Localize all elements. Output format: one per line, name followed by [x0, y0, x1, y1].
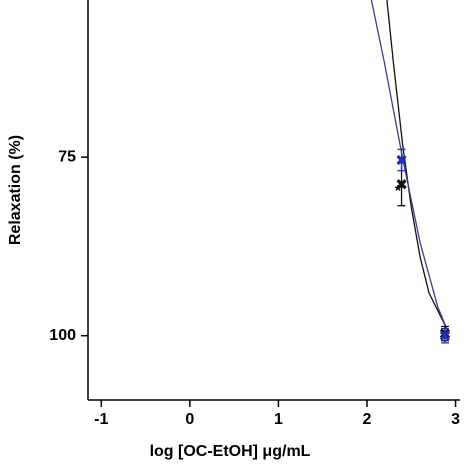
y-tick-label: 100 — [49, 327, 76, 344]
point — [439, 330, 451, 341]
x-axis-label: log [OC-EtOH] μg/mL — [150, 443, 311, 460]
fit-curve — [386, 0, 448, 329]
x-tick-label: 0 — [185, 411, 194, 428]
x-tick-label: -1 — [94, 411, 108, 428]
point — [396, 154, 407, 166]
y-axis-label: Relaxation (%) — [7, 135, 24, 245]
fit-curve — [370, 0, 448, 329]
annotation: * — [395, 183, 402, 200]
point — [396, 179, 407, 190]
y-tick-label: 75 — [58, 148, 76, 165]
x-tick-label: 1 — [274, 411, 283, 428]
x-tick-label: 3 — [451, 411, 460, 428]
x-tick-label: 2 — [363, 411, 372, 428]
